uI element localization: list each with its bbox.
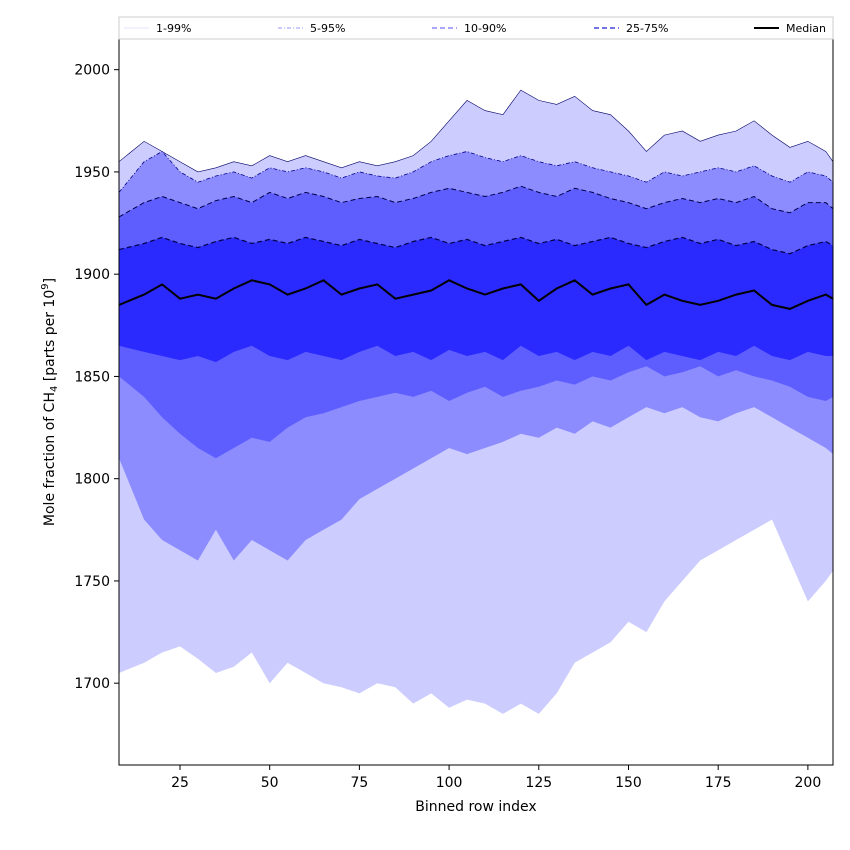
y-axis-label-mid: [parts per 10 <box>42 290 58 386</box>
legend-label: 1-99% <box>156 22 191 35</box>
legend: 1-99% 5-95% 10-90% 25-75% Median <box>119 17 833 39</box>
x-tick-label: 50 <box>261 775 279 791</box>
x-axis-label: Binned row index <box>415 799 536 815</box>
x-tick-label: 125 <box>525 775 552 791</box>
percentile-bands <box>119 90 833 714</box>
legend-label: 5-95% <box>310 22 345 35</box>
y-tick-label: 1900 <box>74 267 110 283</box>
y-axis-label-main: Mole fraction of CH <box>42 392 58 526</box>
x-tick-label: 75 <box>350 775 368 791</box>
x-axis: 25 50 75 100 125 150 175 200 <box>171 765 821 791</box>
x-tick-label: 200 <box>795 775 822 791</box>
x-tick-label: 150 <box>615 775 642 791</box>
y-tick-label: 1950 <box>74 165 110 181</box>
y-tick-label: 1800 <box>74 472 110 488</box>
legend-label: 10-90% <box>464 22 506 35</box>
band-25-75 <box>119 237 833 362</box>
x-tick-label: 25 <box>171 775 189 791</box>
y-tick-label: 1700 <box>74 676 110 692</box>
legend-label: 25-75% <box>626 22 668 35</box>
y-axis-label: Mole fraction of CH4 [parts per 109] <box>40 278 60 526</box>
y-axis-label-end: ] <box>42 278 58 283</box>
y-tick-label: 1850 <box>74 369 110 385</box>
y-tick-label: 1750 <box>74 574 110 590</box>
x-tick-label: 100 <box>436 775 463 791</box>
y-axis: 1700 1750 1800 1850 1900 1950 2000 <box>74 63 119 693</box>
y-tick-label: 2000 <box>74 63 110 79</box>
legend-label: Median <box>786 22 826 35</box>
x-tick-label: 175 <box>705 775 732 791</box>
